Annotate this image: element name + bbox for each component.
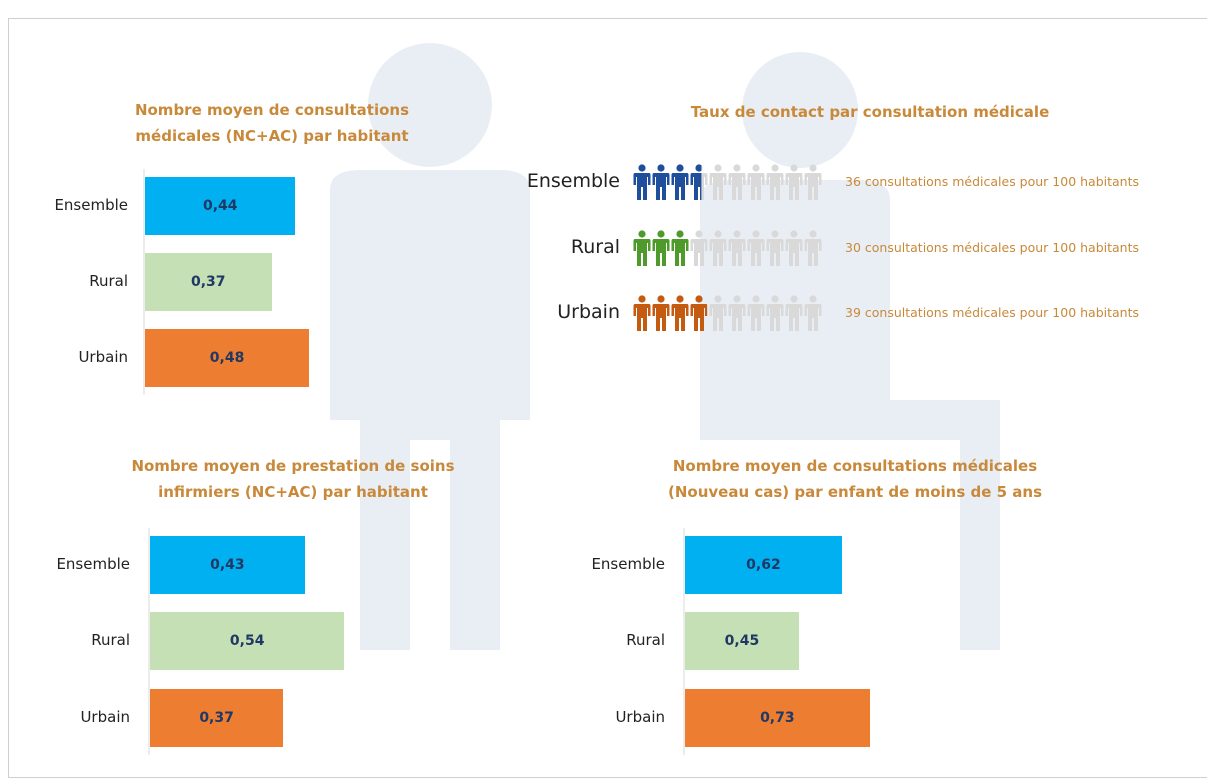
bar (145, 177, 296, 235)
value-label: 0,37 (190, 274, 226, 290)
category-label: Urbain (557, 301, 620, 323)
bar (145, 329, 310, 387)
value-label: 36 consultations médicales pour 100 habi… (845, 174, 1140, 189)
category-label: Rural (89, 272, 128, 290)
value-label: 0,43 (210, 557, 245, 573)
value-label: 0,44 (202, 198, 238, 214)
chart-title: Nombre moyen de consultations médicales … (668, 457, 1042, 501)
value-label: 0,45 (724, 633, 760, 649)
chart-title: Nombre moyen de consultations médicales … (134, 101, 410, 145)
category-label: Rural (91, 631, 130, 649)
category-label: Ensemble (591, 555, 665, 573)
value-label: 0,54 (229, 633, 265, 649)
value-label: 0,37 (199, 710, 234, 726)
bar (150, 536, 305, 594)
bar (145, 253, 272, 311)
category-label: Rural (626, 631, 665, 649)
bar (150, 689, 284, 747)
category-label: Urbain (615, 708, 665, 726)
bar (150, 612, 345, 670)
category-label: Ensemble (526, 170, 620, 192)
bar (685, 689, 870, 747)
category-label: Ensemble (54, 196, 128, 214)
value-label: 0,48 (209, 350, 245, 366)
value-label: 30 consultations médicales pour 100 habi… (845, 240, 1140, 255)
category-label: Ensemble (56, 555, 130, 573)
value-label: 39 consultations médicales pour 100 habi… (845, 305, 1140, 320)
chart-title: Nombre moyen de prestation de soins infi… (131, 457, 455, 501)
category-label: Urbain (78, 348, 128, 366)
category-label: Urbain (80, 708, 130, 726)
value-label: 0,62 (746, 557, 781, 573)
chart-title: Taux de contact par consultation médical… (690, 103, 1050, 121)
bar (685, 612, 799, 670)
bar (685, 536, 842, 594)
value-label: 0,73 (760, 710, 795, 726)
category-label: Rural (570, 236, 620, 258)
